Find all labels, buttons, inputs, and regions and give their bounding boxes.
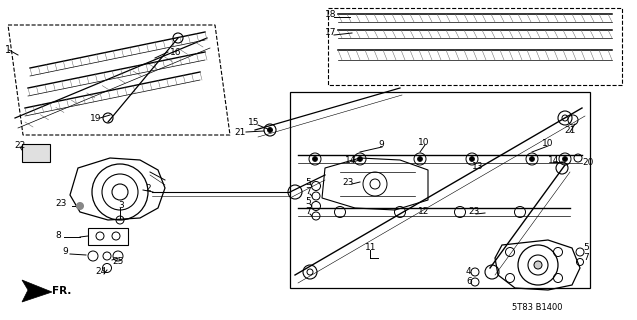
Text: 21: 21 [234, 127, 245, 137]
Text: FR.: FR. [52, 286, 71, 296]
Text: 25: 25 [112, 258, 124, 267]
Text: 6: 6 [466, 277, 472, 286]
Circle shape [417, 156, 422, 162]
Circle shape [313, 156, 317, 162]
Text: 23: 23 [342, 178, 354, 187]
Circle shape [529, 156, 534, 162]
Text: 8: 8 [55, 230, 61, 239]
Circle shape [469, 156, 475, 162]
Text: 3: 3 [118, 201, 124, 210]
Text: 7: 7 [305, 207, 311, 217]
Text: 17: 17 [325, 28, 336, 36]
Text: 7: 7 [305, 188, 311, 196]
Text: 2: 2 [145, 183, 150, 193]
Text: 16: 16 [170, 47, 182, 57]
Text: 24: 24 [95, 268, 106, 276]
Text: 5T83 B1400: 5T83 B1400 [512, 303, 562, 313]
Text: 10: 10 [542, 139, 554, 148]
Text: 23: 23 [55, 199, 66, 209]
Text: 7: 7 [583, 253, 589, 262]
Text: 14: 14 [345, 156, 356, 164]
Text: 12: 12 [418, 207, 429, 217]
Text: 13: 13 [472, 162, 483, 171]
Text: 5: 5 [305, 178, 311, 187]
Text: 5: 5 [305, 197, 311, 206]
Circle shape [562, 156, 568, 162]
Text: 22: 22 [14, 140, 25, 149]
Text: 14: 14 [548, 156, 559, 164]
Text: 15: 15 [248, 117, 259, 126]
Text: 5: 5 [583, 244, 589, 252]
Text: 10: 10 [418, 138, 429, 147]
Text: 21: 21 [564, 125, 575, 134]
Text: 1: 1 [5, 45, 11, 55]
Text: 18: 18 [325, 10, 336, 19]
Text: 20: 20 [582, 157, 594, 166]
Text: 4: 4 [466, 268, 471, 276]
Circle shape [268, 127, 273, 132]
Text: 23: 23 [468, 207, 480, 217]
Polygon shape [22, 280, 52, 302]
Text: 19: 19 [90, 114, 101, 123]
Circle shape [534, 261, 542, 269]
Circle shape [76, 203, 83, 210]
Text: 9: 9 [62, 247, 68, 257]
Circle shape [357, 156, 362, 162]
Text: 9: 9 [378, 140, 383, 148]
Text: 11: 11 [365, 244, 376, 252]
Bar [22, 144, 50, 162]
